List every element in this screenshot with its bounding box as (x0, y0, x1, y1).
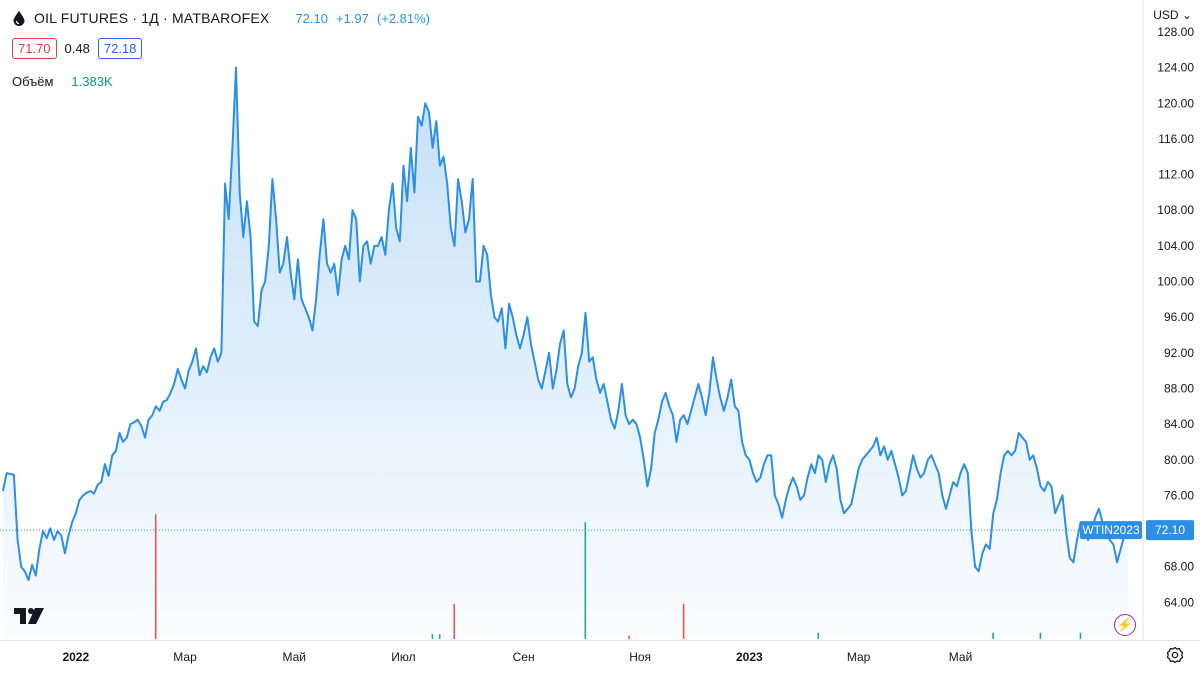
price-line (2, 66, 1129, 582)
chart-header: OIL FUTURES · 1Д · MATBAROFEX 72.10 +1.9… (12, 10, 430, 26)
x-tick-label: 2022 (62, 650, 89, 664)
y-tick-label: 112.00 (1158, 168, 1194, 182)
y-tick-label: 120.00 (1157, 96, 1194, 110)
price-change-pct: (+2.81%) (376, 10, 430, 26)
bid-price-button[interactable]: 71.70 (12, 38, 57, 59)
y-tick-label: 116.00 (1158, 132, 1194, 146)
x-tick-label: 2023 (736, 650, 763, 664)
price-tag-bg (1146, 520, 1194, 541)
price-tag: 72.10 (1155, 523, 1185, 537)
symbol-tag: WTIN2023 (1082, 523, 1140, 537)
y-tick-label: 100.00 (1157, 275, 1194, 289)
chevron-down-icon: ⌄ (1181, 8, 1192, 22)
lightning-icon[interactable]: ⚡ (1114, 614, 1136, 636)
bid-ask-row: 71.70 0.48 72.18 (12, 38, 143, 59)
ask-price-button[interactable]: 72.18 (97, 38, 143, 59)
y-tick-label: 80.00 (1164, 453, 1194, 467)
volume-legend: Объём 1.383K (12, 74, 113, 89)
x-tick-label: Ноя (629, 650, 651, 664)
tradingview-logo-icon[interactable] (14, 606, 48, 626)
price-area (3, 67, 1128, 639)
volume-value: 1.383K (71, 74, 113, 89)
symbol-title[interactable]: OIL FUTURES · 1Д · MATBAROFEX (34, 10, 270, 26)
x-tick-label: Май (283, 650, 307, 664)
spread-value: 0.48 (64, 41, 90, 56)
currency-selector[interactable]: USD ⌄ (1153, 8, 1192, 22)
x-tick-label: Июл (391, 650, 415, 664)
y-tick-label: 124.00 (1157, 61, 1194, 75)
y-tick-label: 68.00 (1164, 560, 1194, 574)
x-tick-label: Мар (173, 650, 197, 664)
y-tick-label: 84.00 (1164, 417, 1194, 431)
y-tick-label: 108.00 (1157, 203, 1194, 217)
x-tick-label: Май (949, 650, 973, 664)
x-tick-label: Сен (513, 650, 535, 664)
currency-label: USD (1153, 8, 1179, 22)
price-change: +1.97 (335, 10, 369, 26)
last-price: 72.10 (295, 10, 328, 26)
y-tick-label: 128.00 (1157, 25, 1194, 39)
x-tick-label: Мар (847, 650, 871, 664)
symbol-tag-bg (1080, 521, 1142, 540)
oil-drop-icon (13, 11, 25, 26)
y-tick-label: 64.00 (1164, 595, 1194, 609)
y-tick-label: 76.00 (1164, 488, 1194, 502)
y-tick-label: 104.00 (1157, 239, 1194, 253)
gear-icon[interactable] (1166, 646, 1184, 664)
y-tick-label: 96.00 (1164, 310, 1194, 324)
volume-label: Объём (12, 74, 54, 89)
y-tick-label: 92.00 (1164, 346, 1194, 360)
y-tick-label: 88.00 (1164, 381, 1194, 395)
